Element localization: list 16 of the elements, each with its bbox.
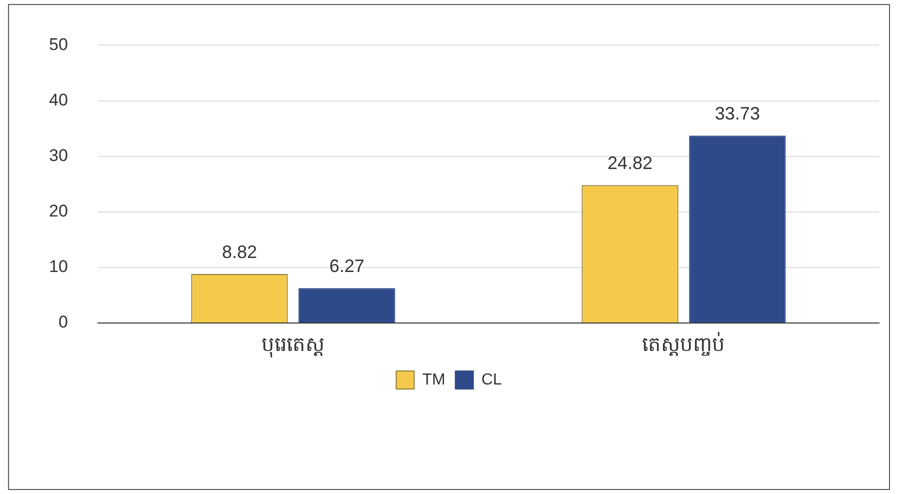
x-tick-label: តេស្តបញ្ចប់ bbox=[642, 331, 726, 356]
data-label: 33.73 bbox=[714, 104, 760, 124]
data-label: 8.82 bbox=[222, 242, 258, 262]
bar bbox=[689, 136, 786, 322]
y-tick-label: 50 bbox=[48, 34, 68, 54]
x-tick-label: បុរេតេស្ត bbox=[262, 332, 325, 358]
y-tick-label: 10 bbox=[48, 257, 68, 276]
bar bbox=[298, 288, 396, 322]
legend-label: TM bbox=[422, 371, 446, 388]
data-label: 6.27 bbox=[329, 256, 364, 276]
y-tick-label: 30 bbox=[48, 146, 68, 166]
y-tick-label: 40 bbox=[48, 90, 68, 110]
data-label: 24.82 bbox=[608, 153, 653, 174]
y-tick-label: 20 bbox=[48, 202, 68, 221]
y-tick-label: 0 bbox=[58, 312, 68, 332]
legend-label: CL bbox=[481, 371, 502, 388]
